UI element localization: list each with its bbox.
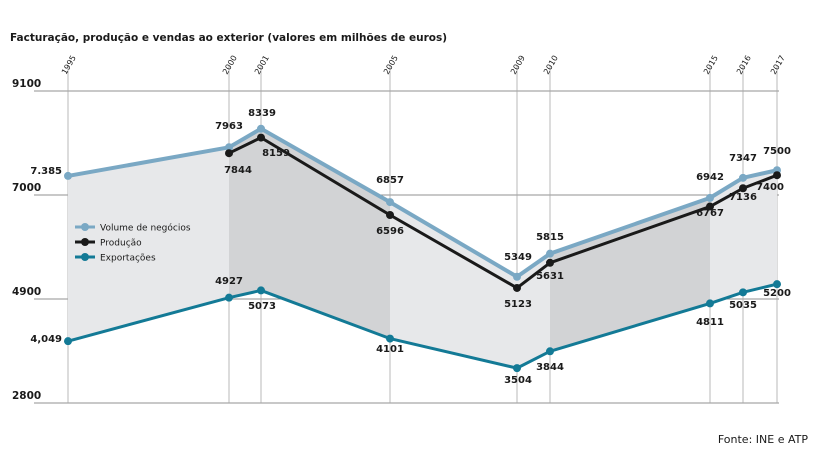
- series-point-2: [386, 334, 394, 343]
- series-point-1: [773, 171, 781, 180]
- data-label: 7844: [224, 165, 252, 176]
- x-tick-label: 2005: [382, 54, 400, 76]
- series-point-1: [739, 184, 747, 193]
- area-dark-2000-2001: [229, 128, 261, 298]
- legend-swatch-marker: [81, 253, 89, 261]
- data-label: 3844: [536, 362, 564, 373]
- data-label: 5035: [729, 300, 757, 311]
- series-point-2: [706, 299, 714, 308]
- series-line-1: [228, 136, 778, 290]
- data-label: 5123: [504, 299, 532, 310]
- data-label: 5073: [248, 301, 276, 312]
- data-label: 7347: [729, 153, 757, 164]
- y-tick-label: 7000: [12, 182, 41, 194]
- series-point-1: [546, 258, 554, 267]
- x-tick-label: 2001: [253, 54, 271, 76]
- legend-label: Produção: [100, 239, 142, 249]
- data-label: 7400: [756, 182, 784, 193]
- data-labels: 7.385 7963 8339 6857 5349 5815 6942 7347 7500 784…: [30, 108, 791, 386]
- series-point-0: [739, 173, 747, 182]
- area-dark-2010-2015: [550, 197, 710, 352]
- series-point-2: [739, 288, 747, 297]
- series-point-0: [64, 171, 72, 180]
- data-label: 6942: [696, 172, 724, 183]
- series-point-2: [546, 347, 554, 356]
- source-note: Fonte: INE e ATP: [718, 433, 808, 446]
- data-label: 6857: [376, 175, 404, 186]
- x-axis: 1995 2000 2001 2005 2009 2010 2015 2016 2017: [60, 54, 787, 76]
- data-label: 5631: [536, 271, 564, 282]
- x-tick-label: 2017: [769, 54, 787, 76]
- legend-swatch-marker: [81, 223, 89, 231]
- data-label: 3504: [504, 375, 532, 386]
- legend-label: Volume de negócios: [100, 223, 191, 234]
- data-label: 7.385: [30, 166, 62, 177]
- data-label: 6767: [696, 208, 724, 219]
- series-point-2: [773, 280, 781, 289]
- data-label: 5349: [504, 252, 532, 263]
- x-tick-label: 2009: [509, 54, 527, 76]
- series-point-1: [513, 283, 521, 292]
- series-point-0: [225, 143, 233, 152]
- area-fills: [68, 128, 777, 369]
- y-tick-label: 9100: [12, 78, 41, 90]
- series-point-1: [706, 202, 714, 211]
- series-point-2: [257, 286, 265, 295]
- series-point-2: [513, 364, 521, 373]
- x-tick-label: 2010: [542, 54, 560, 76]
- data-label: 7963: [215, 121, 243, 132]
- legend-swatch-marker: [81, 238, 89, 246]
- chart-title: Facturação, produção e vendas ao exterio…: [10, 32, 447, 44]
- y-tick-label: 2800: [12, 390, 41, 402]
- series-point-0: [257, 124, 265, 133]
- area-dark-2001-2005: [261, 128, 390, 339]
- series-point-2: [225, 293, 233, 302]
- y-tick-label: 4900: [12, 286, 41, 298]
- data-label: 7136: [729, 192, 757, 203]
- series-point-0: [706, 193, 714, 202]
- legend: Volume de negócios Produção Exportações: [75, 223, 191, 264]
- series-point-2: [64, 337, 72, 346]
- x-tick-label: 1995: [60, 54, 78, 76]
- data-label: 4927: [215, 276, 243, 287]
- data-label: 4811: [696, 317, 724, 328]
- series-point-0: [513, 272, 521, 281]
- legend-label: Exportações: [100, 254, 156, 264]
- series-point-1: [225, 149, 233, 158]
- data-label: 7500: [763, 146, 791, 157]
- data-label: 6596: [376, 226, 404, 237]
- data-label: 8159: [262, 148, 290, 159]
- data-label: 5200: [763, 288, 791, 299]
- data-label: 5815: [536, 232, 564, 243]
- x-tick-label: 2016: [735, 54, 753, 76]
- y-axis: 2800 4900 7000 9100: [12, 78, 41, 402]
- series-point-0: [386, 198, 394, 207]
- series-point-0: [546, 249, 554, 258]
- data-label: 4101: [376, 344, 404, 355]
- x-tick-label: 2000: [221, 54, 239, 76]
- data-label: 8339: [248, 108, 276, 119]
- series-point-1: [257, 133, 265, 142]
- series: [64, 124, 781, 373]
- data-label: 4,049: [30, 334, 62, 345]
- series-point-1: [386, 211, 394, 220]
- x-tick-label: 2015: [702, 54, 720, 76]
